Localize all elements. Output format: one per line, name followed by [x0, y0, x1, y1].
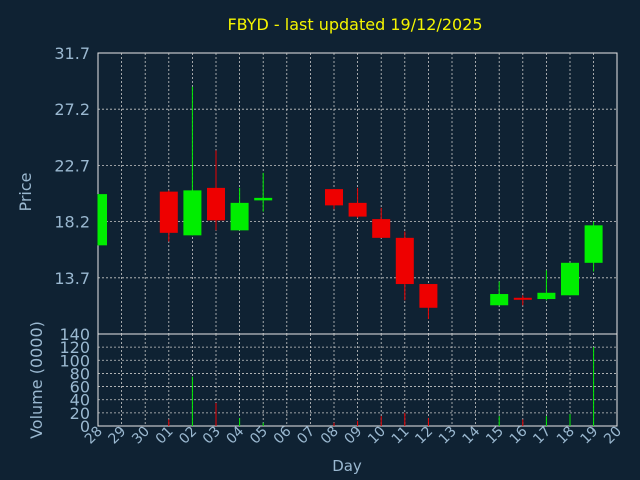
- candle-body: [207, 187, 225, 221]
- volume-tick-label: 120: [59, 338, 90, 357]
- volume-axis-label: Volume (0000): [27, 321, 46, 439]
- candle-body: [490, 294, 509, 306]
- candle-body: [419, 284, 438, 308]
- volume-tick-label: 40: [70, 391, 90, 410]
- candle-body: [254, 197, 273, 201]
- volume-tick-label: 20: [70, 404, 90, 423]
- price-tick-label: 22.7: [54, 156, 90, 175]
- candle-body: [348, 202, 367, 217]
- candle-body: [372, 219, 391, 238]
- price-tick-label: 27.2: [54, 100, 90, 119]
- price-axis-label: Price: [16, 172, 35, 211]
- x-axis: 28 29 30 01 02 03 04 05 06 07 08 09 10 11 12 13 14 15 16 17…: [82, 423, 625, 447]
- candle-body: [159, 191, 178, 233]
- volume-tick-label: 80: [70, 364, 90, 383]
- volume-tick-label: 0: [80, 417, 90, 436]
- volume-tick-label: 60: [70, 378, 90, 397]
- candle-body: [537, 292, 556, 300]
- chart-title: FBYD - last updated 19/12/2025: [227, 15, 482, 34]
- price-tick-label: 18.2: [54, 213, 90, 232]
- price-panel: 31.7 27.2 22.7 18.2 13.7: [54, 44, 618, 335]
- candle-body: [584, 225, 603, 263]
- candle-body: [183, 190, 202, 236]
- price-tick-label: 13.7: [54, 269, 90, 288]
- candle-body: [230, 202, 249, 231]
- price-tick-label: 31.7: [54, 44, 90, 63]
- candle-body: [98, 194, 107, 246]
- candle-body: [325, 189, 343, 206]
- candle-body: [561, 262, 579, 296]
- candle-body: [395, 237, 414, 285]
- volume-tick-label: 140: [59, 325, 90, 344]
- x-axis-label: Day: [332, 457, 362, 475]
- volume-tick-label: 100: [59, 351, 90, 370]
- candle-body: [513, 297, 532, 300]
